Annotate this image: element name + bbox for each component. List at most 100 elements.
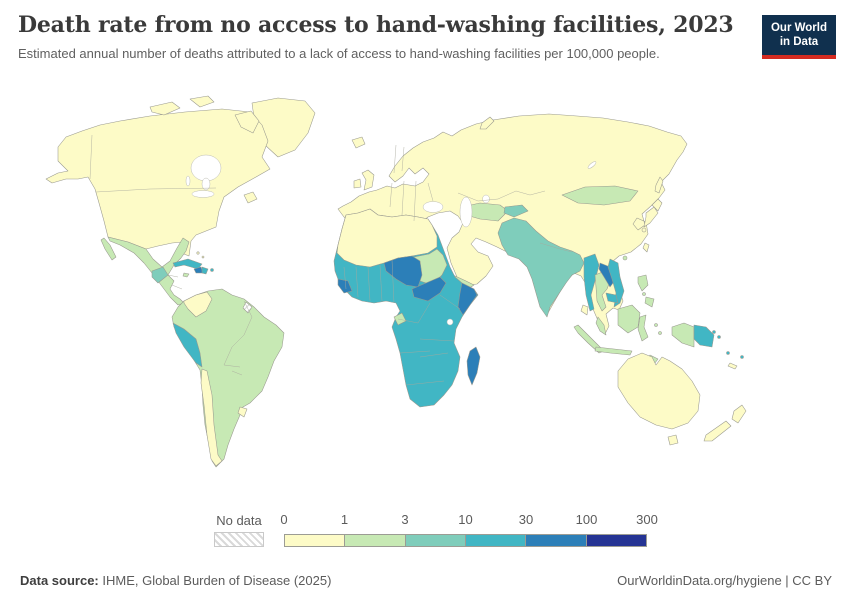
region-solomon-islands[interactable] <box>712 330 716 334</box>
legend-segment-1-3[interactable] <box>344 534 406 547</box>
region-guatemala[interactable] <box>151 266 169 284</box>
region-niger-chad[interactable] <box>383 255 423 288</box>
region-tasmania[interactable] <box>667 434 679 446</box>
legend-tick-0: 0 <box>280 512 288 527</box>
region-newfoundland[interactable] <box>243 191 258 204</box>
region-peru[interactable] <box>172 322 203 368</box>
chart-subtitle: Estimated annual number of deaths attrib… <box>18 45 660 61</box>
region-mongolia[interactable] <box>561 185 639 206</box>
region-taiwan[interactable] <box>642 242 650 253</box>
region-north-america[interactable] <box>45 108 271 257</box>
region-hainan[interactable] <box>622 255 628 261</box>
region-bahamas[interactable] <box>201 255 205 259</box>
region-sakhalin[interactable] <box>654 176 664 194</box>
region-dominican-republic[interactable] <box>201 266 209 275</box>
region-car-south-sudan[interactable] <box>411 276 447 302</box>
black-sea <box>422 201 444 213</box>
region-chile[interactable] <box>200 368 223 467</box>
owid-logo[interactable]: Our World in Data <box>762 15 836 59</box>
legend-tick-300: 300 <box>636 512 658 527</box>
region-myanmar[interactable] <box>583 253 600 312</box>
region-novaya-zemlya[interactable] <box>479 116 495 130</box>
region-west-papua[interactable] <box>671 322 695 348</box>
aral-sea <box>482 194 490 204</box>
region-japan-kyushu[interactable] <box>641 227 647 233</box>
legend-segment-30-100[interactable] <box>525 534 587 547</box>
region-arctic-islands[interactable] <box>149 101 181 116</box>
region-puerto-rico[interactable] <box>210 268 214 272</box>
region-gabon[interactable] <box>393 312 407 326</box>
region-japan-honshu[interactable] <box>643 206 659 228</box>
legend-tick-10: 10 <box>458 512 473 527</box>
legend-ticks: 0 1 3 10 30 100 300 <box>280 512 657 529</box>
region-south-asia[interactable] <box>497 217 585 318</box>
region-new-zealand-south[interactable] <box>703 420 732 442</box>
great-lakes <box>191 190 215 198</box>
region-papua-new-guinea[interactable] <box>693 324 715 348</box>
region-cambodia[interactable] <box>605 292 619 304</box>
region-solomon-islands[interactable] <box>717 335 721 339</box>
data-source-label: Data source: <box>20 573 99 588</box>
region-moluccas[interactable] <box>658 331 662 335</box>
region-south-america[interactable] <box>171 288 285 468</box>
region-sumatra[interactable] <box>573 324 605 354</box>
region-fiji[interactable] <box>740 355 744 359</box>
hudson-bay <box>190 154 222 182</box>
region-philippines[interactable] <box>642 292 646 296</box>
region-colombia[interactable] <box>183 291 213 318</box>
region-arctic-islands[interactable] <box>189 95 215 108</box>
legend-tick-30: 30 <box>518 512 534 527</box>
region-new-zealand-north[interactable] <box>731 404 747 424</box>
legend-bar <box>284 534 647 547</box>
region-uruguay[interactable] <box>237 406 248 418</box>
region-ireland[interactable] <box>353 178 362 189</box>
region-malaysia[interactable] <box>595 316 607 336</box>
region-borneo[interactable] <box>617 304 641 334</box>
footer-link[interactable]: OurWorldinData.org/hygiene | CC BY <box>617 573 832 588</box>
legend-no-data-swatch[interactable] <box>214 532 264 547</box>
region-philippines-luzon[interactable] <box>637 274 649 292</box>
region-new-caledonia[interactable] <box>727 362 738 370</box>
region-north-africa[interactable] <box>336 208 438 268</box>
region-australia[interactable] <box>617 352 701 430</box>
owid-logo-line2: in Data <box>779 36 819 49</box>
legend-segment-10-30[interactable] <box>464 534 527 547</box>
legend-tick-1: 1 <box>340 512 349 527</box>
legend-tick-100: 100 <box>575 512 598 527</box>
region-baja-california[interactable] <box>100 237 117 261</box>
legend-segment-100-300[interactable] <box>585 534 647 547</box>
region-somalia[interactable] <box>457 282 478 316</box>
region-java[interactable] <box>594 346 633 356</box>
region-kyrgyzstan-tajikistan[interactable] <box>503 204 529 218</box>
country-borders <box>89 134 573 386</box>
region-sri-lanka[interactable] <box>580 304 589 316</box>
page-title: Death rate from no access to hand-washin… <box>18 12 734 38</box>
region-vietnam[interactable] <box>607 258 625 308</box>
legend-tick-3: 3 <box>401 512 409 527</box>
lake-baikal <box>587 161 597 169</box>
region-bahamas[interactable] <box>196 251 200 255</box>
legend-segment-0-1[interactable] <box>284 534 346 547</box>
region-iceland[interactable] <box>351 136 366 149</box>
caspian-sea <box>459 196 473 228</box>
region-sulawesi[interactable] <box>637 314 649 342</box>
region-philippines-mindanao[interactable] <box>644 296 655 308</box>
region-japan-hokkaido[interactable] <box>651 198 663 212</box>
data-source: Data source: IHME, Global Burden of Dise… <box>20 573 331 588</box>
legend-segment-3-10[interactable] <box>404 534 466 547</box>
chart-header: Death rate from no access to hand-washin… <box>18 12 750 62</box>
lake-victoria <box>446 318 454 326</box>
region-vanuatu[interactable] <box>726 351 730 355</box>
region-madagascar[interactable] <box>466 346 481 386</box>
map-legend: No data 0 1 3 10 30 100 300 <box>214 512 658 547</box>
region-british-isles[interactable] <box>361 169 375 191</box>
legend-no-data: No data <box>214 513 264 547</box>
region-moluccas[interactable] <box>654 323 658 327</box>
world-map-svg <box>45 95 747 468</box>
owid-logo-line1: Our World <box>770 22 827 34</box>
lake-winnipeg <box>185 175 191 187</box>
legend-color-bar: 0 1 3 10 30 100 300 <box>280 512 658 547</box>
region-arctic-islands[interactable] <box>234 110 260 134</box>
region-guinea-sierra-leone[interactable] <box>337 278 353 294</box>
region-jamaica[interactable] <box>182 272 190 278</box>
